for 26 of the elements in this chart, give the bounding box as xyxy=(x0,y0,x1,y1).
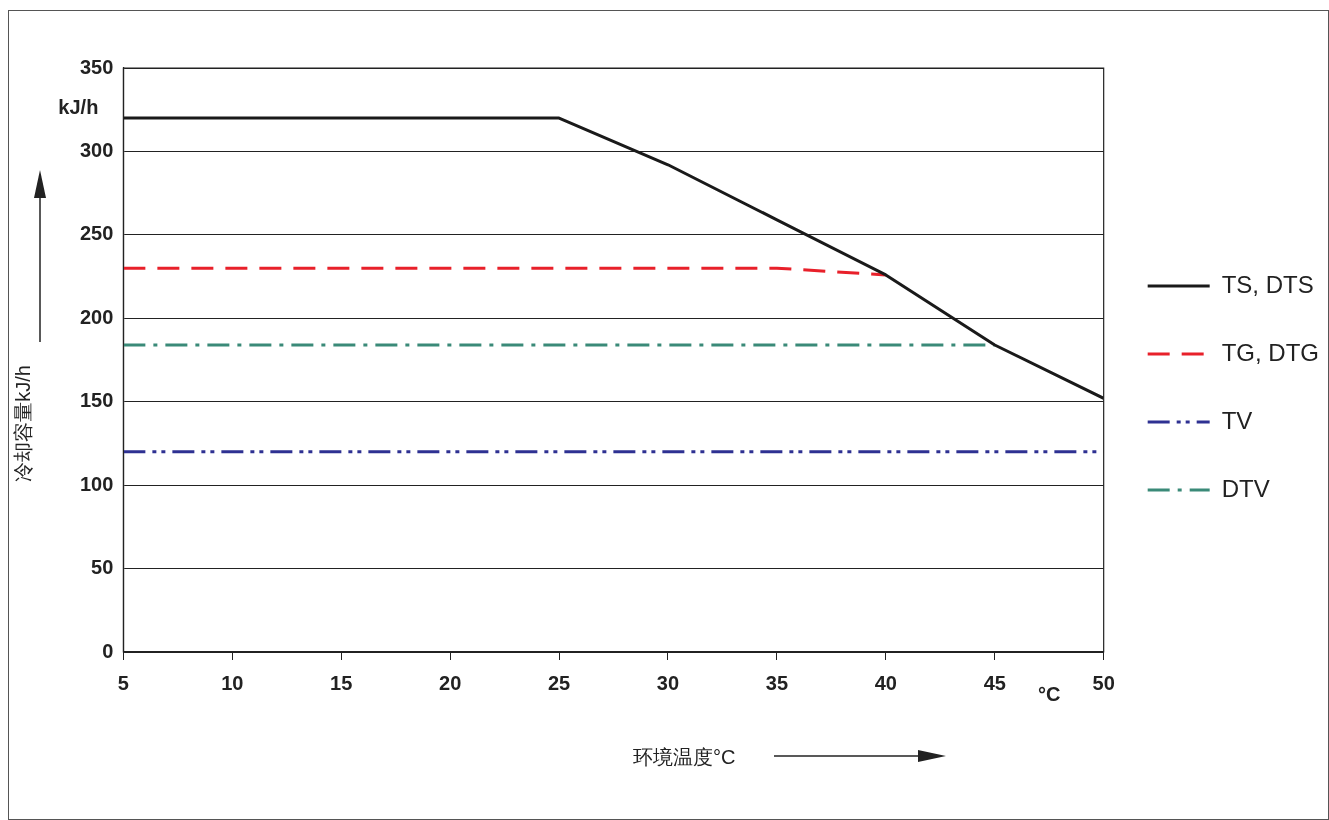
x-tick-label: 40 xyxy=(874,671,897,694)
legend-label: TV xyxy=(1221,406,1253,434)
x-axis-title: 环境温度°C xyxy=(633,745,736,770)
y-tick-label: 250 xyxy=(79,222,114,245)
y-tick-label: 200 xyxy=(79,305,114,328)
y-tick-label: 300 xyxy=(79,138,114,161)
legend-label: TS, DTS xyxy=(1221,270,1314,298)
x-tick-label: 50 xyxy=(1092,671,1115,694)
x-tick-label: 30 xyxy=(656,671,680,694)
y-tick-label: 150 xyxy=(79,389,114,412)
y-tick-label: 350 xyxy=(79,55,114,78)
x-tick-label: 25 xyxy=(547,671,571,694)
y-tick-label: 50 xyxy=(91,556,114,579)
y-axis-title: 冷却容量kJ/h xyxy=(10,365,35,482)
x-tick-label: 10 xyxy=(221,671,244,694)
x-tick-label: 35 xyxy=(765,671,789,694)
x-tick-label: 5 xyxy=(117,671,129,694)
legend-label: TG, DTG xyxy=(1221,338,1319,366)
y-tick-label: 100 xyxy=(79,472,114,495)
x-tick-label: 15 xyxy=(330,671,353,694)
text: °C xyxy=(1037,682,1061,705)
text: kJ/h xyxy=(58,95,99,118)
y-tick-label: 0 xyxy=(102,639,114,662)
x-tick-label: 45 xyxy=(983,671,1006,694)
x-tick-label: 20 xyxy=(439,671,462,694)
legend-label: DTV xyxy=(1221,474,1270,502)
